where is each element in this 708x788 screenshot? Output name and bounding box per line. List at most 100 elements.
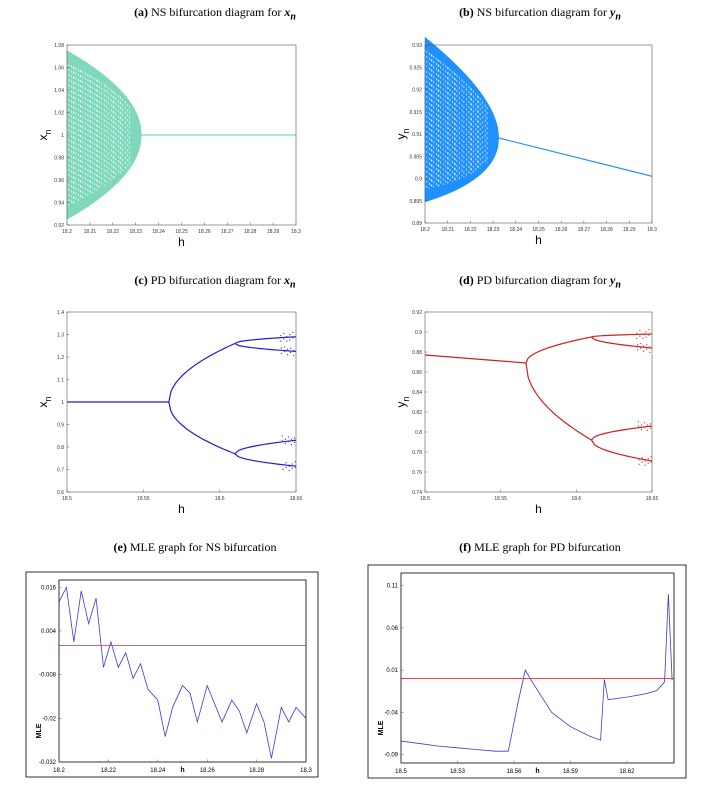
x-tick-label: 18.55 (137, 496, 150, 502)
x-tick-label: 18.29 (267, 229, 280, 235)
period-4-branch-2 (591, 336, 653, 349)
chaotic-point (285, 466, 287, 468)
chaotic-point (649, 427, 652, 429)
chaotic-point (283, 346, 286, 348)
y-tick-label: 0.86 (412, 370, 422, 376)
y-axis-label: xn (36, 396, 53, 407)
x-axis-label: h (180, 767, 184, 774)
period-4-branch-1 (234, 336, 297, 345)
chaotic-point (285, 462, 287, 464)
chaotic-point (643, 345, 645, 347)
x-axis-label: h (535, 502, 542, 516)
mle-outer-frame (25, 571, 319, 778)
y-tick-label: 0.925 (409, 65, 422, 71)
y-tick-label: 0.91 (412, 132, 422, 138)
chaotic-point (650, 461, 652, 463)
chart-a: 18.2 18.21 18.22 18.23 18.24 18.25 18.26 18.27 1… (36, 43, 301, 249)
period-4-branch-2 (234, 342, 297, 352)
y-tick-label: 0.9 (57, 423, 64, 429)
x-tick-label: 18.24 (510, 227, 523, 233)
y-tick-label: 0.76 (412, 470, 422, 476)
chart-e: 18.2 18.22 18.24 18.26 18.28 18.3 0.016 0.004 -0… (25, 571, 319, 778)
x-tick-label: 18.23 (487, 227, 500, 233)
y-tick-label: 0.7 (57, 468, 64, 474)
chaotic-point (648, 334, 650, 336)
mle-curve (400, 594, 673, 752)
chaotic-point (294, 461, 296, 463)
y-axis-label: xn (36, 129, 53, 140)
y-tick-label: 0.93 (412, 43, 422, 49)
y-axis-label: MLE (36, 723, 43, 738)
x-tick-label: 18.5 (62, 496, 72, 502)
x-tick-label: 18.22 (107, 229, 120, 235)
chaotic-point (648, 329, 650, 331)
y-tick-label: 1.2 (57, 355, 64, 361)
chart-c: 18.5 18.55 18.6 18.65 0.6 0.7 0.8 0.9 1 1.1 1.2 1.3… (36, 310, 302, 516)
chaotic-point (636, 332, 638, 334)
chaotic-point (638, 459, 640, 461)
x-tick-label: 18.24 (150, 768, 166, 774)
chaotic-point (644, 460, 646, 462)
title-panel-c: (c) PD bifurcation diagram for xn (134, 273, 296, 291)
chaotic-point (646, 344, 648, 346)
x-tick-label: 18.24 (152, 229, 165, 235)
chaotic-point (284, 442, 286, 445)
chaotic-point (646, 348, 648, 350)
chaotic-point (280, 340, 282, 342)
title-panel-d: (d) PD bifurcation diagram for yn (459, 273, 621, 291)
y-tick-label: 1.02 (54, 111, 64, 117)
chaotic-point (286, 336, 288, 338)
y-tick-label: 0.06 (386, 626, 398, 632)
x-tick-label: 18.3 (647, 227, 657, 233)
y-tick-label: 0.905 (409, 154, 422, 160)
y-tick-label: 0.9 (415, 177, 422, 183)
chaotic-point (637, 349, 639, 351)
chaotic-point (282, 468, 284, 470)
x-tick-label: 18.22 (101, 768, 117, 774)
chaotic-point (287, 436, 289, 438)
y-tick-label: 0.01 (386, 668, 398, 674)
period-2-lower-branch (525, 362, 592, 441)
mle-outer-frame (367, 564, 687, 779)
y-tick-label: 0.89 (412, 221, 422, 227)
chaotic-point (293, 441, 296, 444)
chaotic-point (283, 338, 285, 340)
chaotic-point (643, 350, 645, 352)
chaotic-point (639, 335, 641, 337)
chaotic-point (640, 343, 642, 345)
chaotic-point (281, 439, 283, 441)
chaotic-point (647, 462, 649, 464)
chaotic-point (646, 429, 649, 431)
chaotic-point (293, 349, 295, 351)
x-tick-label: 18.25 (175, 229, 188, 235)
x-tick-label: 18.3 (300, 768, 312, 774)
y-tick-label: -0.032 (39, 760, 57, 766)
fixed-point-line (498, 137, 653, 177)
period-2-lower-branch (168, 401, 236, 455)
y-tick-label: 0.11 (387, 584, 399, 590)
chaotic-point (637, 344, 639, 346)
chaotic-point (284, 438, 286, 440)
y-tick-label: 0.92 (412, 310, 422, 316)
y-tick-label: 0.8 (415, 430, 422, 436)
chaotic-point (294, 466, 296, 468)
y-tick-label: 0.8 (57, 445, 64, 451)
x-tick-label: 18.28 (249, 768, 265, 774)
chaotic-point (289, 339, 291, 341)
chaotic-point (641, 461, 643, 463)
x-tick-label: 18.59 (563, 769, 579, 775)
period-2-upper-branch (168, 342, 236, 403)
x-tick-label: 18.22 (464, 227, 477, 233)
chaotic-point (290, 347, 292, 349)
chaotic-point (641, 457, 643, 459)
chaotic-point (645, 331, 647, 333)
x-tick-label: 18.26 (200, 768, 216, 774)
y-tick-label: 1.08 (54, 43, 64, 49)
y-axis-label: MLE (378, 720, 385, 735)
chaotic-point (644, 464, 646, 466)
title-panel-e: (e) MLE graph for NS bifurcation (113, 540, 277, 554)
chaotic-point (637, 421, 639, 423)
x-axis-label: h (535, 233, 542, 247)
chaotic-point (288, 469, 290, 472)
chaotic-point (283, 350, 286, 352)
